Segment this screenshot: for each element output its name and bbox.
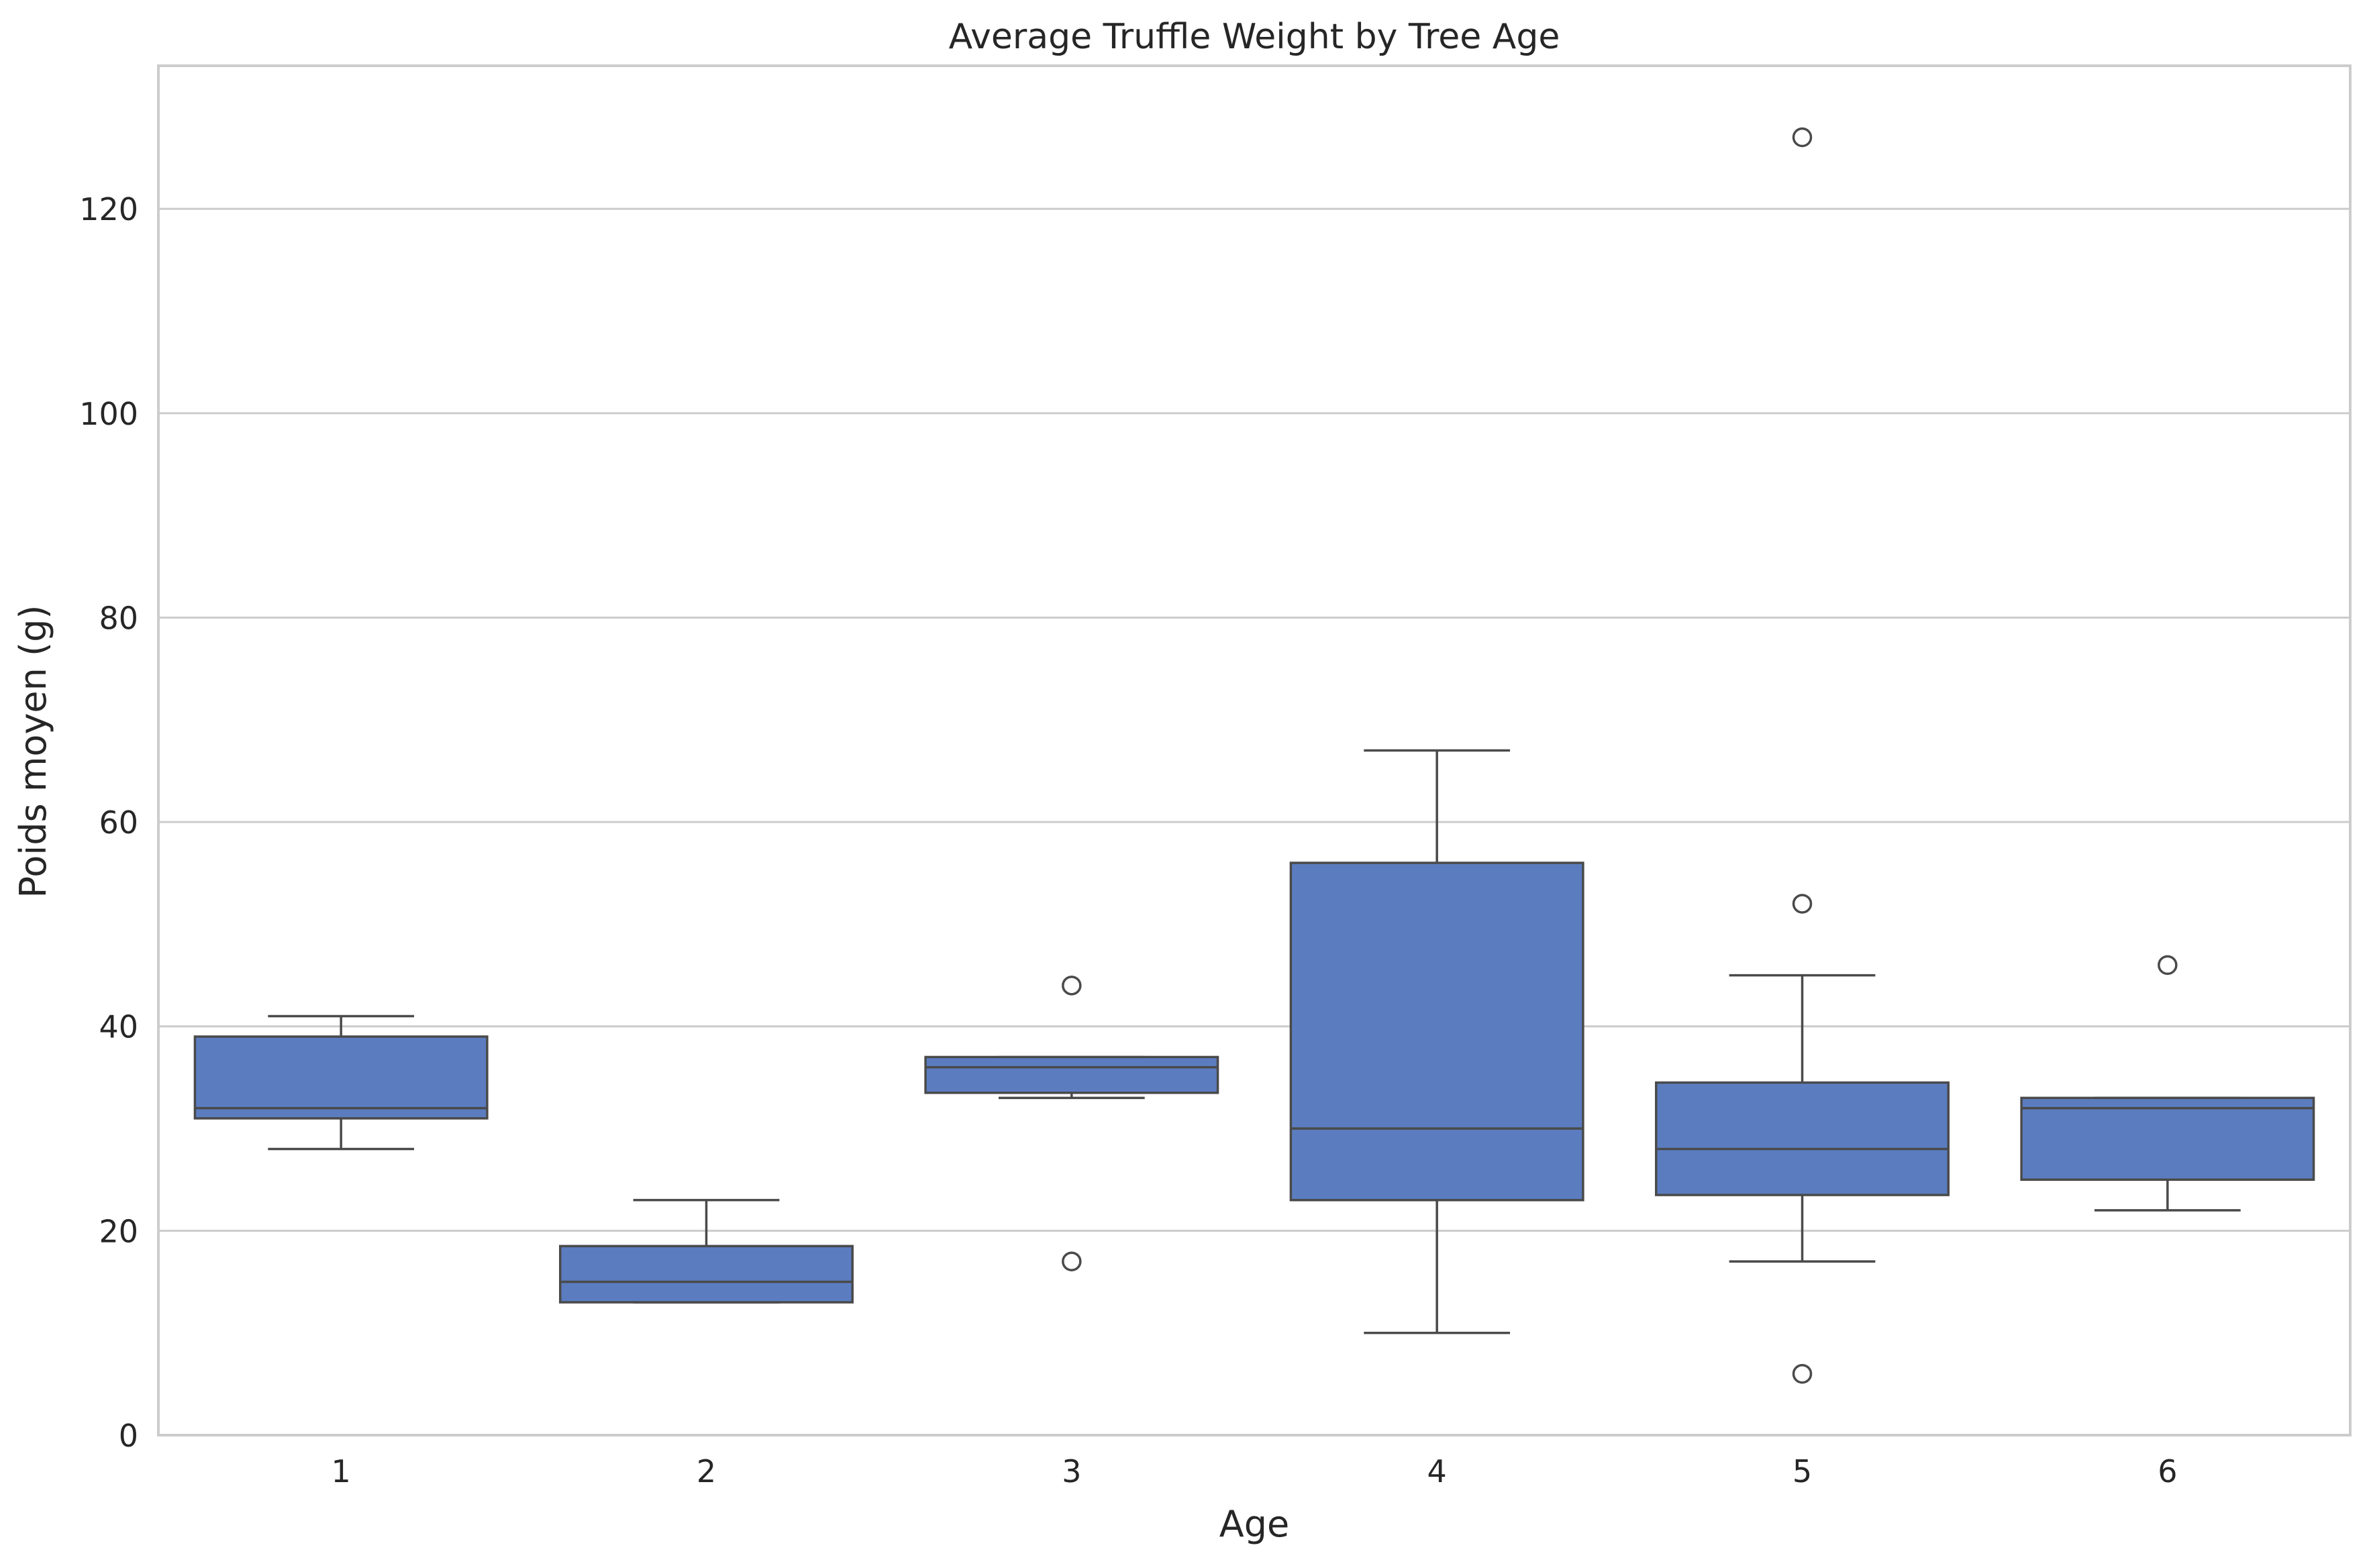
box-group [1655, 127, 1950, 1384]
outlier-point [1792, 1363, 1813, 1384]
x-axis-label: Age [1219, 1503, 1289, 1545]
x-tick-label: 3 [1062, 1453, 1081, 1489]
box-group [193, 1014, 489, 1151]
box-group [559, 1198, 854, 1304]
box-group [1289, 749, 1584, 1335]
box-layer [193, 127, 2315, 1384]
y-tick-label: 20 [99, 1213, 138, 1249]
y-tick-label: 40 [99, 1009, 138, 1045]
x-tick-label: 1 [332, 1453, 351, 1489]
plot-frame [157, 64, 2352, 1436]
outlier-point [1062, 976, 1082, 996]
x-tick-label: 6 [2158, 1453, 2177, 1489]
y-axis-label: Poids moyen (g) [12, 605, 54, 898]
y-tick-label: 120 [79, 191, 138, 227]
outlier-point [2158, 955, 2178, 976]
x-tick-label: 2 [697, 1453, 716, 1489]
iqr-box [924, 1055, 1219, 1094]
box-group [2020, 955, 2315, 1212]
x-tick-label: 5 [1793, 1453, 1812, 1489]
y-tick-label: 60 [99, 804, 138, 841]
y-tick-label: 80 [99, 600, 138, 636]
iqr-box [2020, 1096, 2315, 1181]
y-tick-label: 0 [119, 1418, 138, 1454]
axes: 0 20 40 60 80 100 120 1 2 3 4 5 6 [79, 64, 2352, 1489]
outlier-point [1792, 894, 1813, 914]
chart-title: Average Truffle Weight by Tree Age [949, 17, 1560, 57]
outlier-point [1062, 1251, 1082, 1271]
iqr-box [1655, 1081, 1950, 1196]
x-tick-label: 4 [1427, 1453, 1447, 1489]
outlier-point [1792, 127, 1813, 148]
iqr-box [193, 1035, 489, 1120]
iqr-box [559, 1245, 854, 1304]
iqr-box [1289, 861, 1584, 1202]
grid-lines [158, 207, 2350, 1436]
y-tick-label: 100 [79, 396, 138, 432]
box-group [924, 976, 1219, 1271]
